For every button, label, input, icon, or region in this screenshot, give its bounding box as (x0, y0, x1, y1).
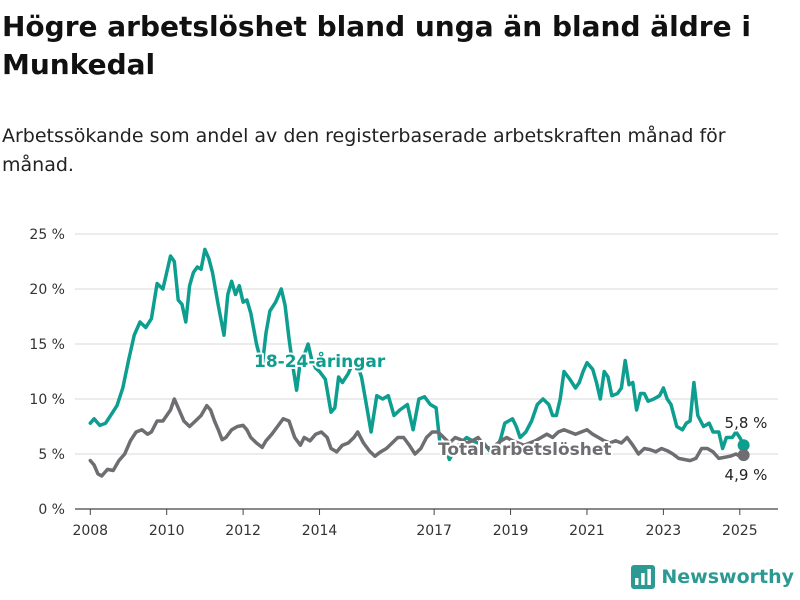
x-tick-label: 2008 (72, 523, 108, 539)
x-tick-label: 2023 (646, 523, 682, 539)
series-label: 18-24-åringar (254, 350, 386, 372)
x-tick-label: 2010 (149, 523, 185, 539)
series-end-marker (737, 449, 750, 462)
y-tick-label: 0 % (38, 502, 65, 518)
chart-title: Högre arbetslöshet bland unga än bland ä… (2, 10, 751, 81)
x-tick-label: 2021 (569, 523, 605, 539)
brand-name: Newsworthy (661, 566, 794, 588)
series-label: Total arbetslöshet (438, 440, 612, 460)
series-labels: 18-24-åringar 5,8 % Total arbetslöshet 4,9 … (252, 348, 769, 486)
series-end-marker (737, 439, 750, 452)
y-tick-label: 20 % (29, 282, 65, 298)
x-tick-label: 2012 (225, 523, 261, 539)
x-tick-label: 2019 (493, 523, 529, 539)
brand-logo: Newsworthy (631, 562, 794, 592)
bar-chart-logo-icon (631, 565, 656, 589)
x-tick-label: 2025 (722, 523, 758, 539)
series-lines (88, 247, 750, 478)
series-line-total (88, 397, 746, 478)
y-tick-label: 10 % (29, 392, 65, 408)
axes: 0 % 5 % 10 % 15 % 20 % 25 % 2008 2010 2012 2014 20… (29, 227, 757, 539)
y-tick-label: 15 % (29, 337, 65, 353)
y-tick-label: 25 % (29, 227, 65, 243)
series-line-youth (88, 247, 746, 462)
end-value-label: 5,8 % (725, 414, 768, 432)
chart-subtitle: Arbetssökande som andel av den registerb… (2, 125, 726, 176)
gridlines (75, 233, 778, 510)
y-tick-label: 5 % (38, 447, 65, 463)
x-tick-label: 2017 (416, 523, 452, 539)
x-tick-label: 2014 (302, 523, 338, 539)
end-value-label: 4,9 % (725, 466, 768, 484)
